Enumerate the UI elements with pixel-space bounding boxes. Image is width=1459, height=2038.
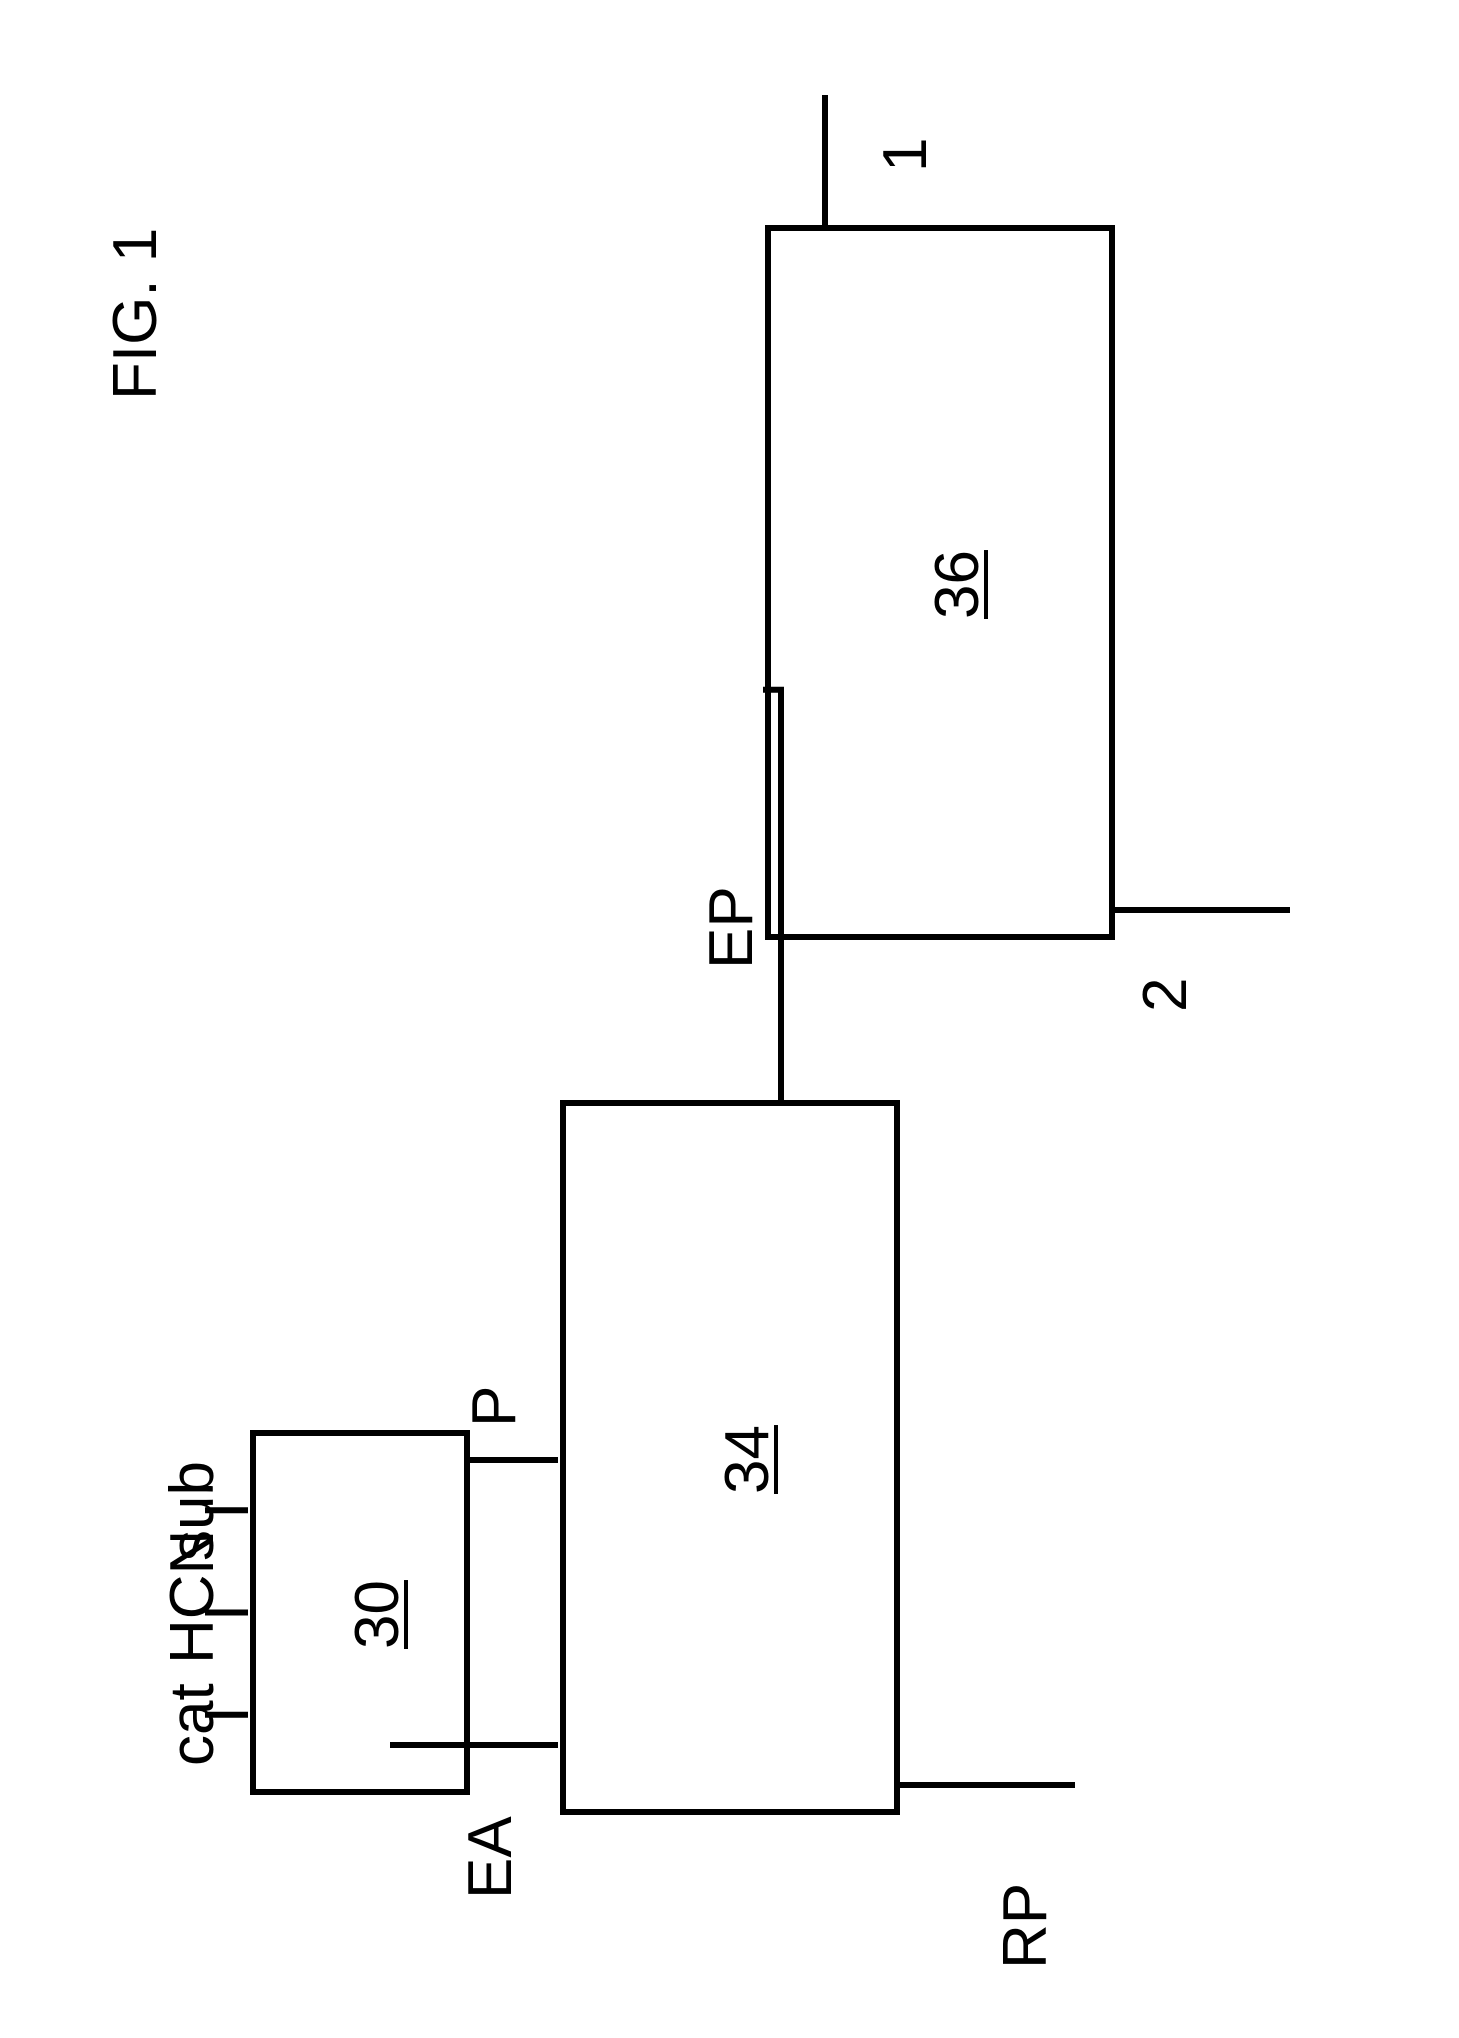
label-cat: cat — [157, 1683, 228, 1766]
label-EA: EA — [455, 1816, 526, 1899]
box-34-label: 34 — [712, 1425, 783, 1494]
box-30-label: 30 — [342, 1580, 413, 1649]
label-hcn: HCN — [157, 1529, 228, 1663]
label-out1: 1 — [870, 138, 941, 172]
label-EP: EP — [696, 886, 767, 969]
label-RP: RP — [990, 1883, 1061, 1969]
figure-title: FIG. 1 — [100, 228, 171, 400]
label-P: P — [459, 1386, 530, 1427]
box-36-label: 36 — [922, 550, 993, 619]
diagram-stage: FIG. 1 30 34 36 sub HCN cat P EA EP RP 1… — [0, 0, 1459, 2038]
label-out2: 2 — [1130, 978, 1201, 1012]
